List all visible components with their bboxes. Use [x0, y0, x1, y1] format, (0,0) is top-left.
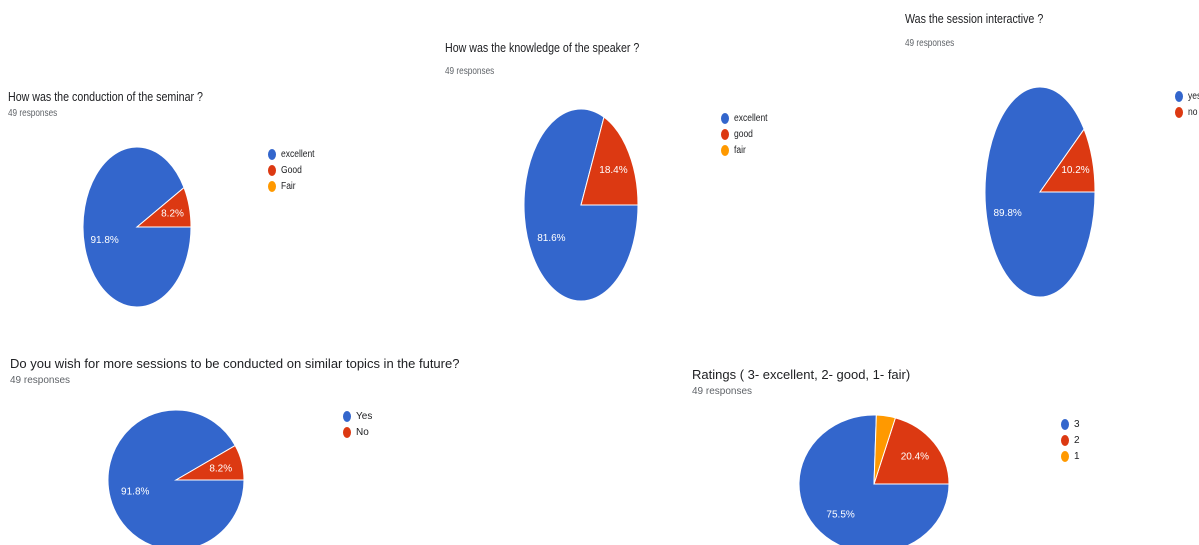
legend-swatch	[1175, 90, 1183, 102]
legend-label: 3	[1074, 418, 1080, 430]
chart-legend: excellent good fair	[721, 110, 773, 158]
legend-item-no: no	[1175, 104, 1199, 120]
legend-item-2: 2	[1061, 432, 1080, 448]
legend-swatch	[268, 164, 276, 176]
pie-slice-yes	[984, 86, 1096, 298]
legend-swatch	[1061, 450, 1069, 462]
pie-slice-yes	[107, 409, 245, 545]
chart-title: Do you wish for more sessions to be cond…	[10, 356, 460, 371]
chart-legend: excellent Good Fair	[268, 146, 320, 194]
pie-slice-good	[135, 186, 192, 228]
legend-item-no: No	[343, 424, 372, 440]
legend-label: 1	[1074, 450, 1080, 462]
legend-swatch	[1061, 434, 1069, 446]
slice-percentage-label: 91.8%	[121, 487, 149, 498]
chart-title: Ratings ( 3- excellent, 2- good, 1- fair…	[692, 367, 911, 382]
legend-swatch	[1061, 418, 1069, 430]
pie-slice-excellent	[523, 108, 639, 302]
chart-title: Was the session interactive ?	[905, 11, 1044, 26]
legend-label: good	[734, 128, 753, 140]
response-count: 49 responses	[445, 66, 495, 77]
chart-legend: 3 2 1	[1061, 416, 1080, 464]
slice-percentage-label: 20.4%	[901, 451, 929, 462]
response-count: 49 responses	[10, 375, 71, 386]
legend-swatch	[343, 426, 351, 438]
chart-legend: Yes No	[343, 408, 372, 440]
slice-percentage-label: 18.4%	[599, 165, 627, 176]
legend-label: Yes	[356, 410, 373, 422]
legend-label: excellent	[734, 112, 768, 124]
legend-label: Fair	[281, 180, 296, 192]
legend-label: yes	[1188, 90, 1199, 102]
slice-percentage-label: 89.8%	[993, 208, 1021, 219]
pie-slice-no	[174, 444, 245, 481]
pie-slice-good	[580, 116, 639, 206]
pie-slice-no	[1039, 128, 1096, 193]
chart-title: How was the knowledge of the speaker ?	[445, 40, 640, 55]
legend-label: no	[1188, 106, 1198, 118]
legend-item-1: 1	[1061, 448, 1080, 464]
slice-percentage-label: 81.6%	[537, 233, 565, 244]
legend-item-3: 3	[1061, 416, 1080, 432]
legend-swatch	[721, 128, 729, 140]
pie-slice-3	[798, 414, 950, 545]
slice-percentage-label: 8.2%	[161, 209, 184, 220]
legend-item-excellent: excellent	[721, 110, 773, 126]
legend-swatch	[268, 148, 276, 160]
response-count: 49 responses	[905, 38, 955, 49]
slice-percentage-label: 10.2%	[1061, 165, 1089, 176]
legend-swatch	[1175, 106, 1183, 118]
chart-title: How was the conduction of the seminar ?	[8, 89, 203, 104]
legend-item-yes: Yes	[343, 408, 372, 424]
slice-percentage-label: 8.2%	[209, 463, 232, 474]
legend-label: Good	[281, 164, 302, 176]
legend-item-fair: fair	[721, 142, 773, 158]
pie-slice-2	[873, 417, 950, 485]
legend-label: 2	[1074, 434, 1080, 446]
response-count: 49 responses	[8, 108, 58, 119]
pie-slice-excellent	[82, 146, 192, 308]
legend-label: fair	[734, 144, 746, 156]
legend-item-fair: Fair	[268, 178, 320, 194]
slice-percentage-label: 75.5%	[826, 509, 854, 520]
legend-swatch	[721, 112, 729, 124]
slice-percentage-label: 91.8%	[90, 235, 118, 246]
legend-item-excellent: excellent	[268, 146, 320, 162]
legend-swatch	[268, 180, 276, 192]
legend-label: excellent	[281, 148, 315, 160]
legend-swatch	[721, 144, 729, 156]
legend-swatch	[343, 410, 351, 422]
legend-item-good: good	[721, 126, 773, 142]
chart-legend: yes no	[1175, 88, 1199, 120]
pie-slice-1	[873, 414, 897, 485]
legend-item-yes: yes	[1175, 88, 1199, 104]
legend-label: No	[356, 426, 369, 438]
legend-item-good: Good	[268, 162, 320, 178]
response-count: 49 responses	[692, 386, 753, 397]
